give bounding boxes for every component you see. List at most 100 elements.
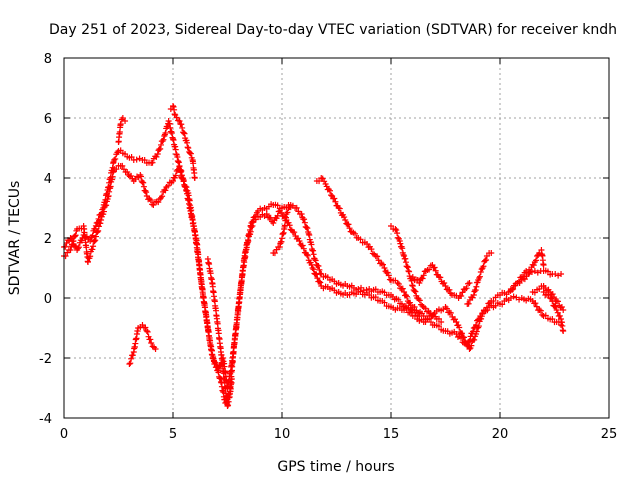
main-trace-a-point [558, 271, 565, 277]
main-trace-b-point [313, 271, 320, 278]
main-trace-a-point [453, 319, 460, 325]
peak-spike-point [191, 175, 198, 181]
tail-21h-point [521, 276, 528, 283]
main-trace-b-point [159, 193, 166, 200]
main-trace-a-point [475, 323, 482, 330]
hump-15h-point [388, 223, 394, 229]
main-trace-b-point [533, 303, 540, 310]
main-trace-b-point [69, 241, 76, 248]
main-trace-b-point [427, 319, 434, 326]
series-upper-spike [115, 115, 129, 145]
series-tail-17h [409, 262, 473, 301]
tail-21h-point [526, 269, 533, 276]
main-trace-a-point [149, 159, 156, 166]
peak-spike-point [184, 139, 191, 146]
main-trace-a-point [293, 204, 300, 211]
main-trace-a-point [315, 262, 322, 269]
series-deep-spike [204, 256, 235, 409]
main-trace-b-point [291, 229, 298, 236]
x-tick-label: 25 [601, 427, 618, 442]
main-trace-b-point [278, 209, 285, 216]
main-trace-b-point [536, 306, 543, 313]
hump-12h-point [407, 302, 414, 309]
tail-17h-point [446, 286, 453, 293]
series-peak-spike [167, 103, 198, 181]
main-trace-a-point [316, 266, 323, 273]
low-fragment-point [144, 328, 151, 335]
main-trace-a-point [298, 211, 305, 217]
low-fragment-point [152, 346, 159, 352]
tail-19h-point [470, 292, 477, 298]
low-fragment-point [142, 324, 149, 331]
y-tick-label: 0 [44, 292, 52, 307]
hump-15h-point [422, 305, 429, 312]
series-main-trace-b [61, 162, 565, 406]
hump-12h-point [342, 217, 349, 223]
tail-17h-point [431, 264, 438, 271]
hump-12h-point [345, 221, 352, 228]
main-trace-b-point [170, 178, 176, 184]
y-tick-label: -2 [39, 352, 52, 367]
main-trace-b-point [212, 360, 219, 367]
hump-15h-point [393, 227, 400, 234]
hump-12h-point [378, 260, 385, 267]
hump-15h-point [399, 245, 406, 252]
x-tick-label: 15 [383, 427, 400, 442]
main-trace-a-point [452, 316, 459, 323]
main-trace-b-point [150, 202, 157, 208]
peak-spike-point [173, 114, 180, 121]
main-trace-b-point [213, 364, 220, 370]
tail-17h-point [441, 280, 448, 287]
main-trace-a-point [89, 232, 96, 239]
hump-15h-point [435, 315, 442, 322]
main-trace-b-point [308, 261, 315, 268]
tail-17h-point [420, 272, 427, 279]
hump-12h-point [316, 178, 323, 185]
x-tick-label: 20 [492, 427, 509, 442]
main-trace-b-point [316, 278, 323, 285]
main-trace-a-point [301, 219, 308, 226]
tail-22h-point [554, 309, 561, 316]
peak-spike-point [187, 150, 194, 157]
axis-ticks [63, 57, 610, 419]
main-trace-b-point [128, 172, 135, 179]
main-trace-b-point [479, 311, 486, 318]
main-trace-b-point [458, 335, 465, 342]
main-trace-b-point [435, 323, 442, 330]
main-trace-b-point [172, 172, 179, 179]
upper-spike-point [117, 121, 124, 127]
tail-19h-point [472, 287, 479, 294]
main-trace-b-point [95, 223, 102, 230]
hump-15h-point [406, 268, 413, 275]
main-trace-a-point [159, 137, 166, 144]
hump-12h-point [406, 299, 413, 306]
main-trace-b-point [381, 299, 388, 306]
main-trace-b-point [426, 315, 433, 322]
hump-15h-point [405, 268, 412, 274]
tail-21h-point [530, 262, 537, 269]
main-trace-b-point [146, 195, 153, 202]
hump-15h-point [404, 264, 411, 271]
hump-12h-point [394, 280, 401, 286]
hump-15h-point [412, 288, 419, 295]
tail-23h-point [560, 307, 567, 313]
main-trace-b-point [304, 252, 311, 259]
main-trace-b-point [125, 172, 132, 179]
main-trace-b-point [90, 243, 97, 250]
hump-12h-point [399, 285, 406, 292]
tail-17h-point [459, 289, 466, 296]
low-fragment-point [147, 336, 154, 343]
main-trace-a-point [461, 334, 468, 341]
spike-10h-point [271, 250, 278, 257]
main-trace-a-point [75, 244, 82, 251]
hump-15h-point [397, 240, 404, 247]
hump-15h-point [401, 253, 408, 259]
hump-12h-point [341, 214, 348, 221]
spike-10h-point [284, 209, 291, 216]
main-trace-a-point [447, 309, 454, 316]
main-trace-b-point [270, 220, 277, 226]
main-trace-b-point [464, 343, 471, 349]
hump-12h-point [374, 253, 381, 260]
main-trace-b-point [91, 238, 98, 244]
peak-spike-point [178, 121, 185, 128]
